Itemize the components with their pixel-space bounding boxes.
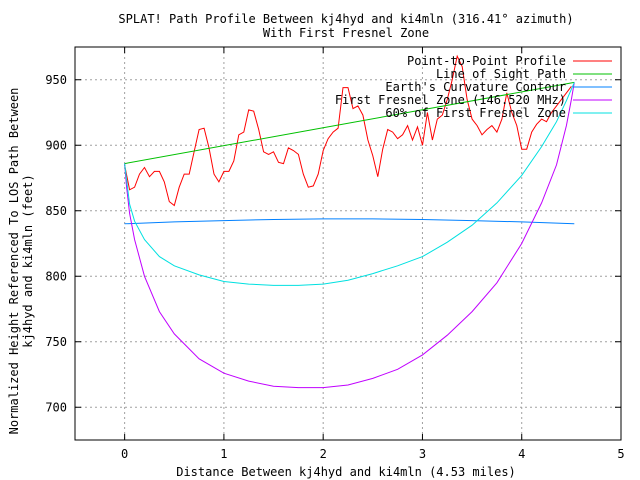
y-axis-label: Normalized Height Referenced To LOS Path… [7,88,35,435]
y-tick-label: 700 [45,400,67,414]
y-tick-label: 950 [45,73,67,87]
legend-label: Point-to-Point Profile [407,54,566,68]
y-tick-label: 800 [45,269,67,283]
chart-subtitle: With First Fresnel Zone [263,26,429,40]
plot-frame [74,46,622,441]
legend-label: Earth's Curvature Contour [385,80,566,94]
y-axis-label-line1: Normalized Height Referenced To LOS Path… [7,88,21,435]
x-tick-label: 3 [419,447,426,461]
y-tick-label: 900 [45,138,67,152]
series-point-to-point-profile [124,54,572,207]
legend-label: First Fresnel Zone (146.520 MHz) [335,93,566,107]
y-tick-label: 850 [45,204,67,218]
x-axis-label: Distance Between kj4hyd and ki4mln (4.53… [176,465,516,479]
series-earth-curvature [124,218,575,225]
series-layer [124,54,575,389]
x-tick-label: 2 [320,447,327,461]
series-60pct-fresnel-zone [124,82,575,286]
y-tick-label: 750 [45,335,67,349]
x-tick-label: 5 [617,447,624,461]
legend-label: 60% of First Fresnel Zone [385,106,566,120]
y-axis-label-line2: kj4hyd and ki4mln (feet) [21,174,35,347]
chart-title: SPLAT! Path Profile Between kj4hyd and k… [118,12,573,26]
legend-label: Line of Sight Path [436,67,566,81]
x-tick-label: 1 [220,447,227,461]
series-line-of-sight [124,81,575,165]
x-tick-label: 4 [518,447,525,461]
x-tick-label: 0 [121,447,128,461]
axis-tick-labels: 0 1 2 3 4 5 700 750 800 850 900 950 [45,73,624,461]
series-first-fresnel-zone [124,82,575,389]
